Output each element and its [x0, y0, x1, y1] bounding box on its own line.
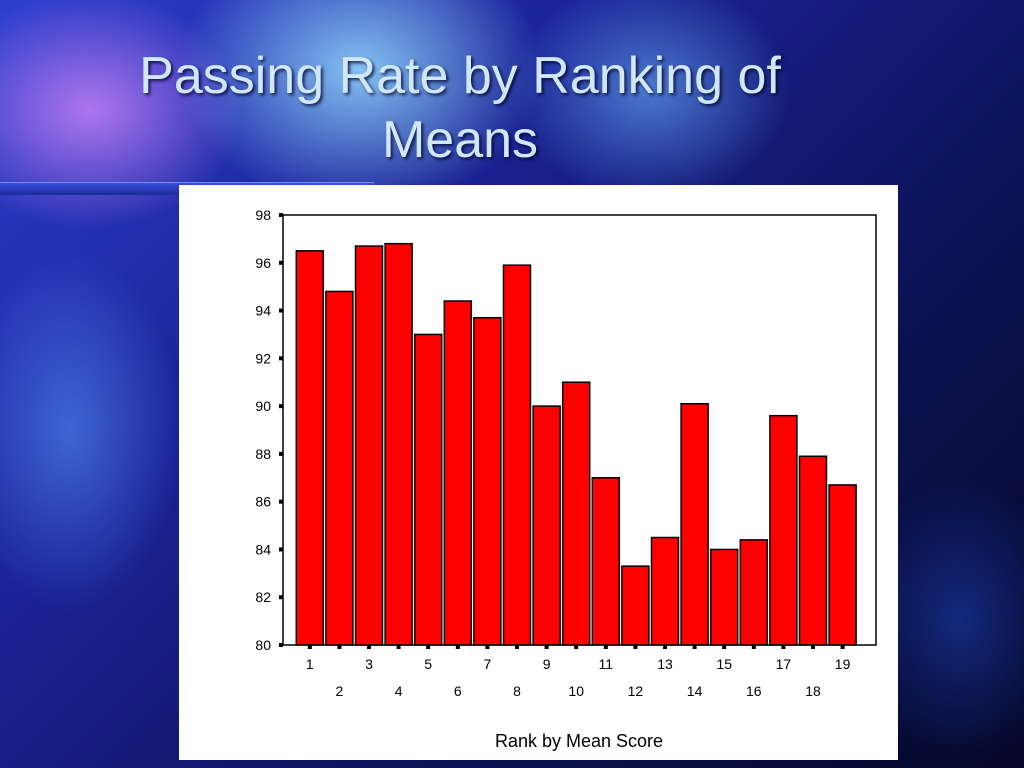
y-tick-label: 96 [255, 255, 271, 271]
x-tick-label: 7 [484, 656, 492, 672]
slide-title-line-2: Means [381, 111, 539, 169]
x-tick-mark [811, 645, 815, 649]
bar [709, 548, 739, 646]
x-tick-label: 3 [365, 656, 373, 672]
x-tick-mark [515, 645, 519, 649]
x-tick-label: 11 [599, 656, 614, 672]
bar [769, 414, 798, 646]
x-tick-mark [337, 645, 342, 649]
bar [798, 455, 828, 646]
bar-chart: 8082848688909294969812345678910111213141… [255, 207, 877, 751]
x-tick-mark [574, 645, 579, 649]
chart-panel: 80 82 84 86 88 90 92 94 96 98 1 2 3 4 5 6 7 8 9 10 11 12 13 14 1… [179, 185, 898, 760]
x-tick-label: 9 [543, 656, 551, 672]
bar [650, 536, 680, 646]
x-tick-mark [751, 645, 756, 649]
x-tick-mark [485, 645, 490, 649]
x-tick-mark [633, 645, 638, 649]
y-tick-label: 92 [255, 350, 271, 366]
x-axis-title: Rank by Mean Score [495, 731, 663, 751]
y-tick-mark [279, 308, 283, 313]
bar [828, 484, 857, 646]
x-tick-label: 19 [835, 656, 851, 672]
x-tick-label: 12 [628, 683, 644, 699]
x-tick-mark [840, 645, 845, 649]
y-tick-label: 86 [255, 494, 271, 510]
y-tick-label: 82 [255, 589, 271, 605]
bar [443, 300, 473, 646]
bar [621, 565, 650, 646]
y-tick-mark [279, 499, 283, 504]
y-tick-mark [279, 356, 283, 361]
x-tick-mark [544, 645, 549, 649]
y-tick-label: 98 [255, 207, 271, 223]
x-tick-mark [307, 645, 312, 649]
bar [561, 381, 591, 646]
x-tick-mark [455, 645, 460, 649]
x-tick-label: 18 [805, 683, 821, 699]
x-tick-label: 6 [454, 683, 462, 699]
y-tick-mark [279, 404, 283, 409]
x-tick-mark [426, 645, 431, 649]
y-tick-mark [279, 595, 283, 600]
bar [591, 477, 621, 646]
x-tick-mark [396, 645, 401, 649]
slide-title-line-1: Passing Rate by Ranking of [139, 47, 781, 105]
x-tick-label: 13 [657, 656, 673, 672]
y-tick-mark [279, 451, 283, 456]
x-tick-mark [781, 645, 786, 649]
bar [384, 242, 413, 646]
bar [532, 405, 561, 646]
y-tick-mark [279, 213, 283, 217]
slide-title: Passing Rate by Ranking of Means [0, 44, 920, 172]
x-tick-label: 17 [776, 656, 792, 672]
y-tick-label: 90 [255, 398, 271, 414]
x-tick-label: 8 [513, 683, 521, 699]
x-tick-label: 5 [424, 656, 432, 672]
y-tick-label: 80 [255, 637, 271, 653]
x-tick-label: 15 [716, 656, 732, 672]
x-tick-mark [722, 645, 727, 649]
bar [354, 245, 384, 646]
x-tick-mark [367, 645, 371, 649]
bar [295, 250, 325, 646]
bar [413, 333, 443, 646]
y-tick-mark [279, 643, 283, 647]
x-tick-label: 2 [336, 683, 344, 699]
x-tick-mark [663, 645, 667, 649]
y-tick-mark [279, 260, 283, 265]
x-tick-label: 10 [568, 683, 584, 699]
x-tick-label: 1 [306, 656, 314, 672]
x-tick-mark [603, 645, 608, 649]
bar [325, 290, 354, 646]
y-tick-mark [279, 547, 283, 552]
y-tick-label: 94 [255, 303, 271, 319]
y-tick-label: 84 [255, 541, 271, 557]
x-tick-label: 14 [687, 683, 703, 699]
x-tick-label: 4 [395, 683, 403, 699]
bar [502, 264, 532, 646]
x-tick-label: 16 [746, 683, 762, 699]
bar [739, 539, 769, 646]
y-tick-label: 88 [255, 446, 271, 462]
bar [680, 402, 709, 646]
bar [473, 316, 502, 646]
x-tick-mark [692, 645, 697, 649]
